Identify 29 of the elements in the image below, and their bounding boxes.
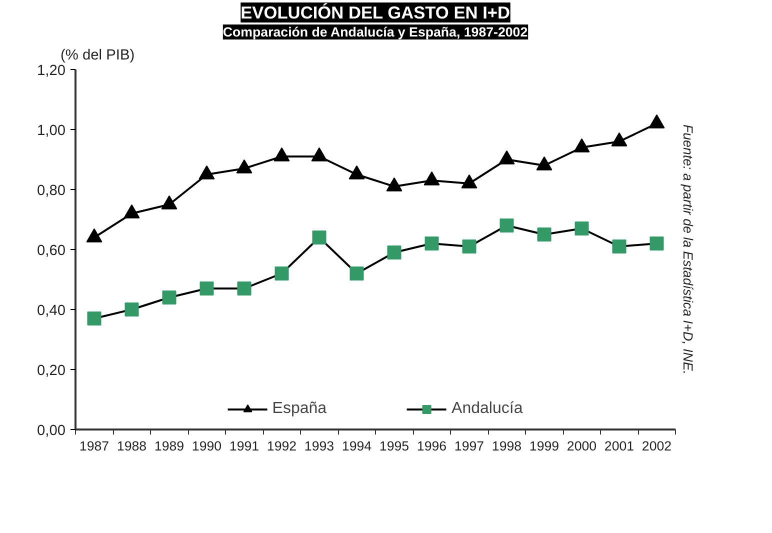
y-tick-label: 0,60 [36,243,66,259]
x-tick-label: 1996 [416,438,447,454]
y-tick-label: 0,00 [36,423,66,439]
x-tick-label: 1997 [454,438,484,454]
legend-label: Andalucía [452,400,523,418]
x-tick-label: 1990 [192,438,222,454]
y-tick-label: 0,40 [36,303,66,319]
source-note: Fuente: a partir de la Estadística I+D, INE. [680,124,696,375]
chart-title: EVOLUCIÓN DEL GASTO EN I+D [240,2,510,22]
x-tick-label: 1998 [492,438,522,454]
x-tick-label: 2001 [604,438,634,454]
x-tick-label: 1995 [379,438,410,454]
legend-label: España [272,400,327,418]
x-tick-label: 1999 [529,438,560,454]
y-axis-title: (% del PIB) [60,48,135,64]
y-tick-label: 0,80 [36,183,66,199]
y-tick-label: 1,20 [36,63,66,79]
chart-subtitle: Comparación de Andalucía y España, 1987-2002 [222,24,528,40]
x-tick-label: 1989 [154,438,184,454]
x-tick-label: 1994 [342,438,372,454]
y-tick-label: 0,20 [36,363,66,379]
x-tick-label: 1991 [229,438,260,454]
y-tick-label: 1,00 [36,123,66,139]
x-tick-label: 2002 [642,438,672,454]
x-tick-label: 1993 [304,438,334,454]
x-tick-label: 1992 [266,438,297,454]
x-tick-label: 1988 [116,438,147,454]
x-tick-label: 1987 [79,438,110,454]
x-tick-label: 2000 [566,438,597,454]
